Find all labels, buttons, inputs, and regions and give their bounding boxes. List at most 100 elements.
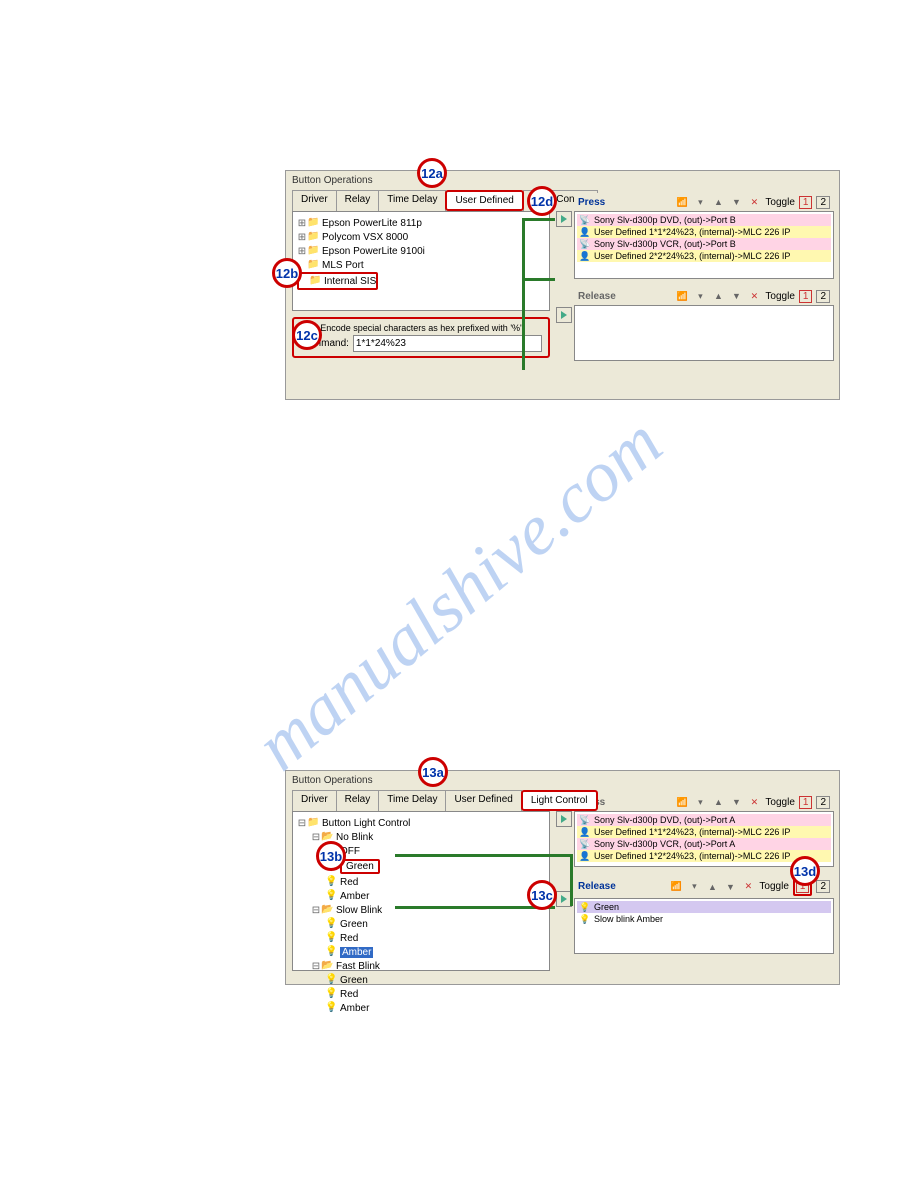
folder-icon: 📁 (307, 817, 319, 829)
action-row[interactable]: 💡Green (577, 901, 831, 913)
tab-driver[interactable]: Driver (292, 790, 337, 811)
up-icon[interactable]: ▲ (711, 195, 725, 209)
down-icon[interactable]: ▼ (723, 880, 737, 894)
down-icon[interactable]: ▼ (729, 289, 743, 303)
press-play-button[interactable] (556, 811, 572, 827)
toggle-label: Toggle (765, 291, 794, 302)
tree-label: Green (340, 859, 380, 874)
toggle-2[interactable]: 2 (816, 290, 830, 303)
light-icon: 💡 (325, 876, 337, 888)
action-row[interactable]: 📡Sony Slv-d300p VCR, (out)->Port A (577, 838, 831, 850)
up-icon[interactable]: ▲ (705, 880, 719, 894)
tree-item-amber[interactable]: 💡Amber (297, 945, 545, 959)
dropdown-icon[interactable]: ▾ (693, 195, 707, 209)
tree-root[interactable]: ⊟📁Button Light Control (297, 816, 545, 830)
release-label: Release (578, 881, 616, 892)
action-row[interactable]: 📡Sony Slv-d300p VCR, (out)->Port B (577, 238, 831, 250)
tree-label: Epson PowerLite 811p (322, 218, 422, 229)
up-icon[interactable]: ▲ (711, 795, 725, 809)
tab-driver[interactable]: Driver (292, 190, 337, 211)
down-icon[interactable]: ▼ (729, 195, 743, 209)
callout-13a: 13a (418, 757, 448, 787)
tree-item[interactable]: 💡Green (297, 973, 545, 987)
dropdown-icon[interactable]: ▾ (687, 880, 701, 894)
tree-item[interactable]: 💡Amber (297, 1001, 545, 1015)
toggle-1[interactable]: 1 (799, 196, 813, 209)
release-label: Release (578, 291, 616, 302)
release-play-button[interactable] (556, 307, 572, 323)
tab-time-delay[interactable]: Time Delay (378, 190, 446, 211)
conn-line (570, 854, 573, 906)
tab-relay[interactable]: Relay (336, 190, 380, 211)
tree-label: Amber (340, 947, 373, 958)
tab-light-control[interactable]: Light Control (521, 790, 598, 811)
panel-1: Button Operations Driver Relay Time Dela… (285, 170, 840, 400)
folder-icon: 📁 (307, 231, 319, 243)
tree-group[interactable]: ⊟📂Fast Blink (297, 959, 545, 973)
callout-13c: 13c (527, 880, 557, 910)
folder-icon: 📁 (307, 245, 319, 257)
tree-label: Button Light Control (322, 818, 410, 829)
tree-row[interactable]: ⊞📁Polycom VSX 8000 (297, 230, 545, 244)
dropdown-icon[interactable]: ▾ (693, 289, 707, 303)
folder-icon: 📂 (321, 904, 333, 916)
tree-item[interactable]: 💡Red (297, 987, 545, 1001)
tab-time-delay[interactable]: Time Delay (378, 790, 446, 811)
toggle-1[interactable]: 1 (799, 796, 813, 809)
toggle-2[interactable]: 2 (816, 796, 830, 809)
delete-icon[interactable]: ✕ (747, 795, 761, 809)
wifi-icon[interactable]: 📶 (675, 795, 689, 809)
tree-row-internal-sis[interactable]: 📁Internal SIS (297, 272, 378, 290)
toggle-1[interactable]: 1 (799, 290, 813, 303)
tree-item[interactable]: 💡Red (297, 931, 545, 945)
tree-item[interactable]: 💡Red (297, 875, 545, 889)
action-text: User Defined 1*2*24%23, (internal)->MLC … (594, 851, 790, 861)
release-toolbar: 📶 ▾ ▲ ▼ ✕ Toggle 1 2 (675, 289, 830, 303)
action-text: Sony Slv-d300p DVD, (out)->Port B (594, 215, 736, 225)
tree-row[interactable]: 📁MLS Port (297, 258, 545, 272)
dropdown-icon[interactable]: ▾ (693, 795, 707, 809)
tree-row[interactable]: ⊞📁Epson PowerLite 9100i (297, 244, 545, 258)
tree-label: Polycom VSX 8000 (322, 232, 408, 243)
tab-user-defined[interactable]: User Defined (445, 790, 521, 811)
light-icon: 💡 (325, 918, 337, 930)
action-row[interactable]: 👤User Defined 2*2*24%23, (internal)->MLC… (577, 250, 831, 262)
action-row[interactable]: 💡Slow blink Amber (577, 913, 831, 925)
tree-item[interactable]: 💡Amber (297, 889, 545, 903)
delete-icon[interactable]: ✕ (747, 289, 761, 303)
callout-12c: 12c (292, 320, 322, 350)
conn-line (522, 278, 525, 370)
delete-icon[interactable]: ✕ (741, 880, 755, 894)
tree-item[interactable]: 💡Green (297, 917, 545, 931)
delete-icon[interactable]: ✕ (747, 195, 761, 209)
action-row[interactable]: 👤User Defined 1*1*24%23, (internal)->MLC… (577, 826, 831, 838)
toggle-2[interactable]: 2 (816, 196, 830, 209)
callout-12d: 12d (527, 186, 557, 216)
user-icon: 👤 (579, 227, 591, 237)
tab-user-defined[interactable]: User Defined (445, 190, 523, 211)
conn-line (522, 218, 555, 221)
toggle-2[interactable]: 2 (816, 880, 830, 893)
down-icon[interactable]: ▼ (729, 795, 743, 809)
press-play-button[interactable] (556, 211, 572, 227)
tab-relay[interactable]: Relay (336, 790, 380, 811)
wifi-icon[interactable]: 📶 (669, 880, 683, 894)
action-text: User Defined 1*1*24%23, (internal)->MLC … (594, 227, 790, 237)
action-row[interactable]: 👤User Defined 1*1*24%23, (internal)->MLC… (577, 226, 831, 238)
press-toolbar: 📶 ▾ ▲ ▼ ✕ Toggle 1 2 (675, 795, 830, 809)
command-input[interactable] (353, 335, 542, 352)
light-icon: 💡 (325, 1002, 337, 1014)
wifi-icon[interactable]: 📶 (675, 195, 689, 209)
tree-row[interactable]: ⊞📁Epson PowerLite 811p (297, 216, 545, 230)
press-list: 📡Sony Slv-d300p DVD, (out)->Port B 👤User… (574, 211, 834, 279)
action-row[interactable]: 📡Sony Slv-d300p DVD, (out)->Port B (577, 214, 831, 226)
up-icon[interactable]: ▲ (711, 289, 725, 303)
panel-2: Button Operations Driver Relay Time Dela… (285, 770, 840, 985)
tree-label: No Blink (336, 832, 373, 843)
user-icon: 👤 (579, 251, 591, 261)
wifi-icon[interactable]: 📶 (675, 289, 689, 303)
tree-label: Slow Blink (336, 905, 382, 916)
action-row[interactable]: 📡Sony Slv-d300p DVD, (out)->Port A (577, 814, 831, 826)
conn-line (522, 278, 555, 281)
action-text: Sony Slv-d300p DVD, (out)->Port A (594, 815, 735, 825)
